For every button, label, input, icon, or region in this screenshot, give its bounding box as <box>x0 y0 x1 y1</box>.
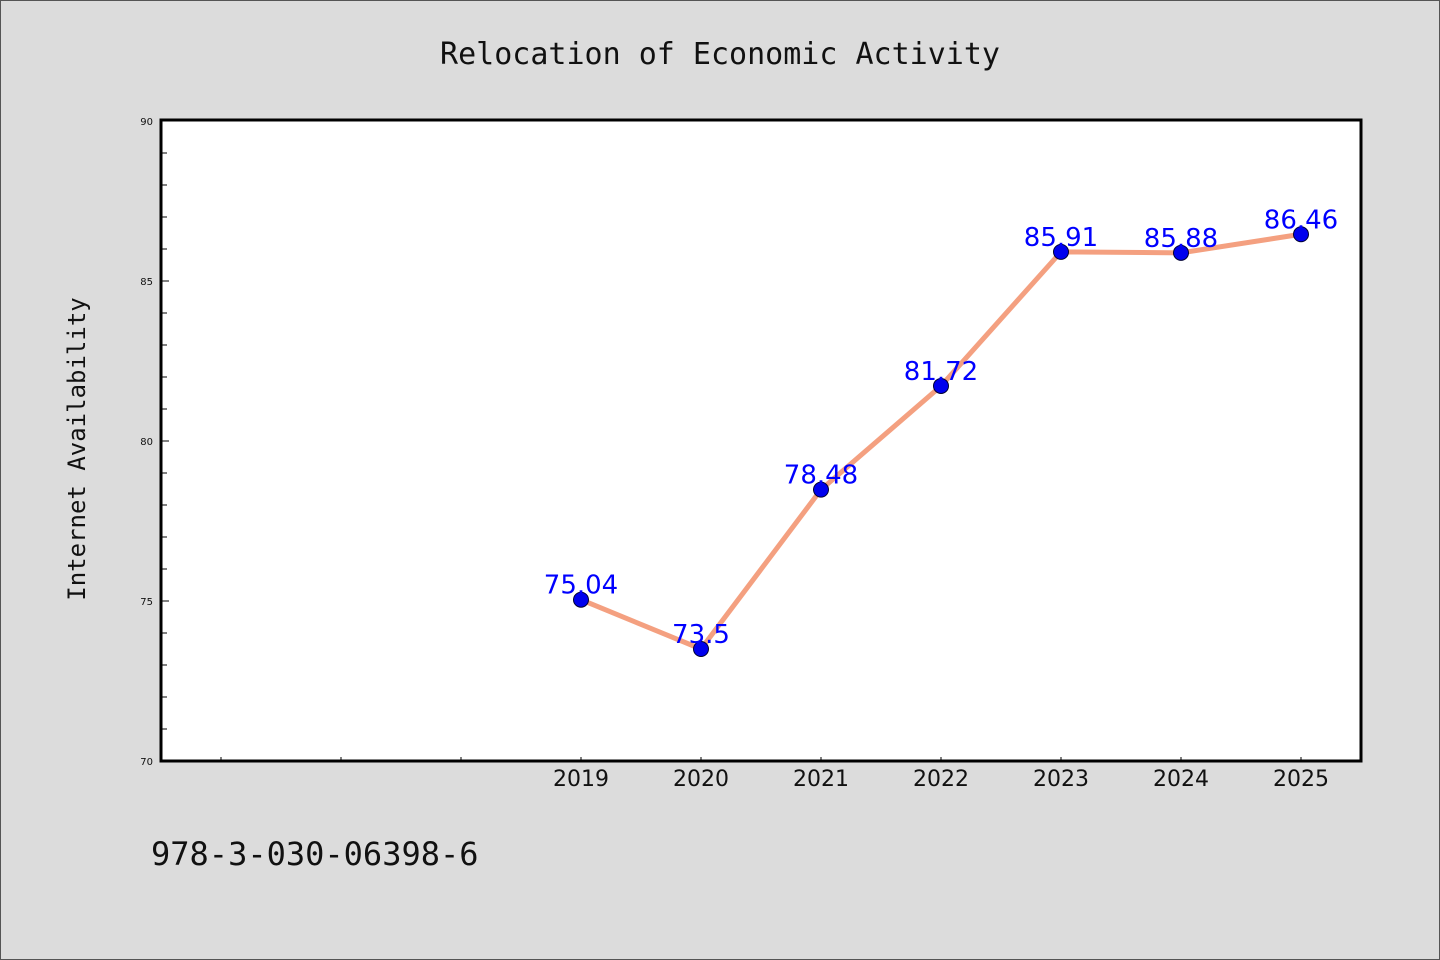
data-point <box>1173 244 1189 261</box>
data-label: 85.91 <box>1024 223 1098 253</box>
y-tick-label: 85 <box>140 277 153 288</box>
x-tick-label: 2022 <box>913 767 969 792</box>
chart-title: Relocation of Economic Activity <box>440 37 1000 72</box>
x-tick-label: 2024 <box>1153 767 1209 792</box>
data-point <box>813 481 829 498</box>
series-layer: 75.04 73.5 78.48 81.72 85.91 85.88 86.46 <box>544 205 1338 657</box>
data-label: 86.46 <box>1264 205 1338 235</box>
data-point <box>1293 226 1309 243</box>
isbn-text: 978-3-030-06398-6 <box>151 835 479 873</box>
x-tick-label: 2019 <box>553 767 609 792</box>
y-tick-label: 70 <box>140 757 153 768</box>
x-tick-label: 2023 <box>1033 767 1089 792</box>
y-axis: 70 75 80 85 90 <box>140 117 169 768</box>
y-tick-label: 90 <box>140 117 153 128</box>
x-tick-label: 2025 <box>1273 767 1329 792</box>
data-point <box>573 591 589 608</box>
data-point <box>933 377 949 394</box>
y-tick-label: 75 <box>140 597 153 608</box>
x-tick-label: 2020 <box>673 767 729 792</box>
data-point <box>1053 243 1069 260</box>
data-label: 78.48 <box>784 461 858 491</box>
data-point <box>693 641 709 657</box>
data-label: 73.5 <box>672 620 730 650</box>
data-label: 75.04 <box>544 571 618 601</box>
y-tick-label: 80 <box>140 437 153 448</box>
plot-area <box>159 118 1363 763</box>
data-label: 85.88 <box>1144 224 1218 254</box>
x-tick-label: 2021 <box>793 767 849 792</box>
y-axis-label: Internet Availability <box>63 297 91 600</box>
data-label: 81.72 <box>904 357 978 387</box>
x-axis: 2019 2020 2021 2022 2023 2024 2025 <box>220 757 1329 792</box>
